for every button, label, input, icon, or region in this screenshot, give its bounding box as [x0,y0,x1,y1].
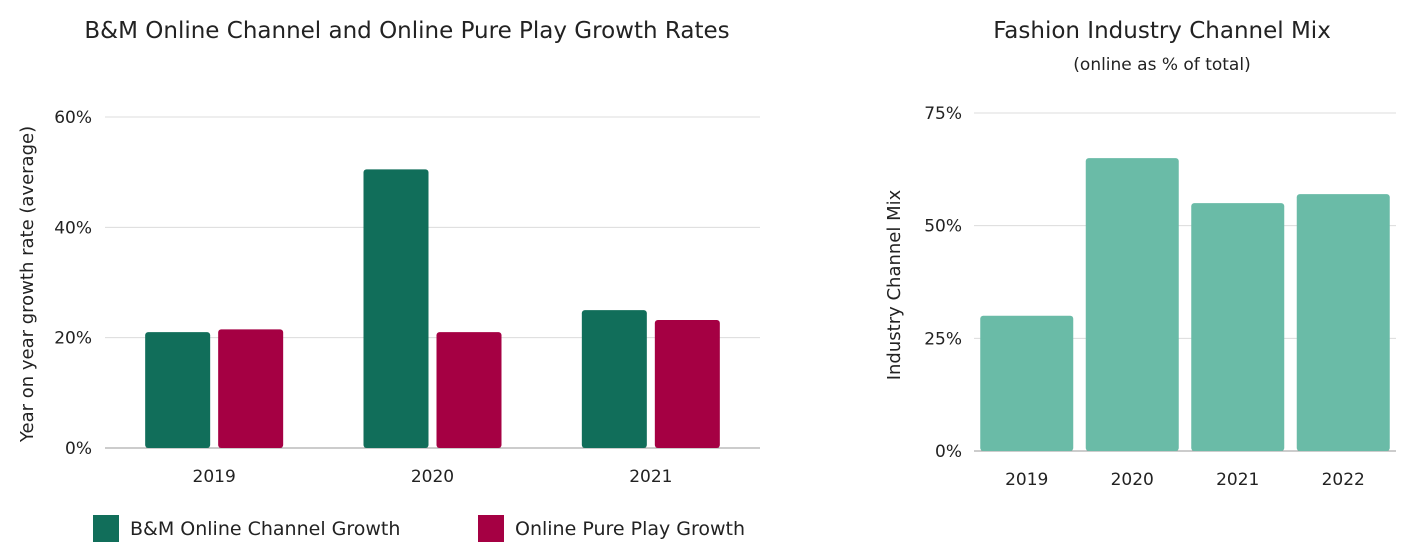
legend-label: Online Pure Play Growth [515,518,745,540]
y-tick-label: 40% [54,218,92,238]
growth-rates-chart: B&M Online Channel and Online Pure Play … [17,18,760,542]
x-tick-label: 2021 [1216,470,1259,490]
bar-right-s0-2021 [1191,203,1285,451]
grid-lines [105,116,760,449]
bar-right-s0-2022 [1296,194,1390,451]
y-tick-label: 60% [54,108,92,128]
y-axis-label: Year on year growth rate (average) [17,126,38,443]
x-tick-label: 2019 [193,467,236,487]
x-ticks: 2019 2020 2021 2022 [1005,470,1365,490]
y-axis-label: Industry Channel Mix [884,189,905,380]
bars [980,158,1390,452]
bar-left-s0-2021 [581,310,647,448]
bars [145,169,720,449]
bar-left-s0-2019 [145,332,211,448]
legend: B&M Online Channel Growth Online Pure Pla… [93,515,745,542]
x-tick-label: 2020 [411,467,454,487]
x-tick-label: 2021 [629,467,672,487]
bar-left-s0-2020 [363,169,429,449]
y-tick-label: 75% [924,104,962,124]
chart-title: Fashion Industry Channel Mix [993,18,1331,44]
x-tick-label: 2019 [1005,470,1048,490]
y-tick-label: 0% [935,442,962,462]
legend-label: B&M Online Channel Growth [130,518,400,540]
bar-right-s0-2019 [980,315,1074,451]
x-tick-label: 2022 [1322,470,1365,490]
bar-right-s0-2020 [1085,158,1179,452]
legend-swatch [478,515,504,542]
bar-left-s1-2020 [436,332,502,448]
x-tick-label: 2020 [1111,470,1154,490]
bar-left-s1-2021 [654,320,720,448]
y-ticks: 0% 20% 40% 60% [54,108,92,459]
y-tick-label: 50% [924,217,962,237]
chart-title: B&M Online Channel and Online Pure Play … [84,18,729,44]
channel-mix-chart: Fashion Industry Channel Mix (online as … [884,18,1396,490]
y-tick-label: 25% [924,329,962,349]
chart-subtitle: (online as % of total) [1073,55,1250,75]
bar-left-s1-2019 [218,329,284,448]
x-ticks: 2019 2020 2021 [193,467,673,487]
y-tick-label: 0% [65,439,92,459]
legend-swatch [93,515,119,542]
y-tick-label: 20% [54,329,92,349]
y-ticks: 0% 25% 50% 75% [924,104,962,462]
